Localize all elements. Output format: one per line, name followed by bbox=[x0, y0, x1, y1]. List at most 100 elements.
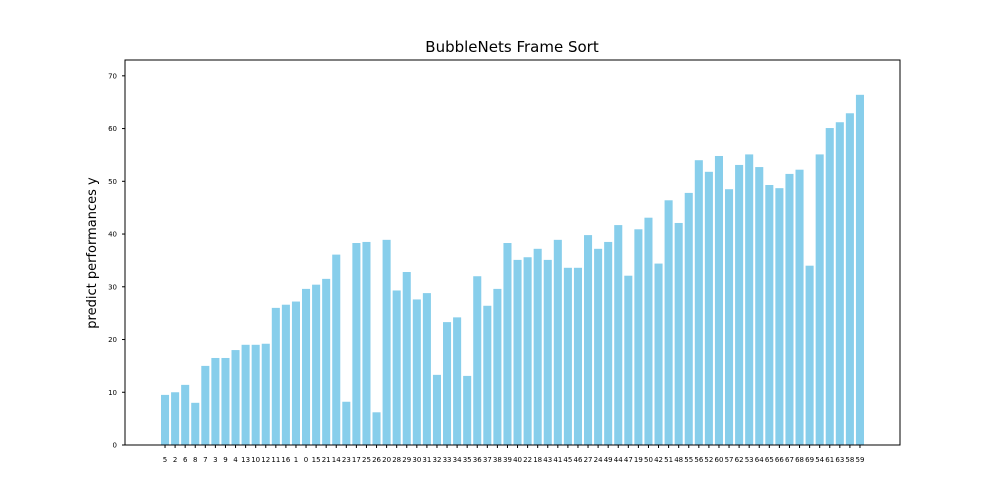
x-tick-label: 14 bbox=[332, 456, 341, 464]
y-tick-label: 60 bbox=[108, 125, 117, 133]
bar-57 bbox=[725, 189, 734, 445]
x-tick-label: 47 bbox=[624, 456, 633, 464]
bar-7 bbox=[201, 365, 210, 445]
x-tick-label: 45 bbox=[563, 456, 572, 464]
y-tick-label: 30 bbox=[108, 283, 117, 291]
x-tick-label: 19 bbox=[634, 456, 643, 464]
x-tick-label: 5 bbox=[163, 456, 167, 464]
bar-37 bbox=[483, 305, 492, 445]
x-tick-label: 15 bbox=[312, 456, 321, 464]
bar-56 bbox=[694, 160, 703, 445]
x-tick-label: 62 bbox=[735, 456, 744, 464]
x-tick-label: 18 bbox=[533, 456, 542, 464]
bar-29 bbox=[402, 272, 411, 445]
bar-27 bbox=[584, 235, 593, 445]
bar-36 bbox=[473, 276, 482, 445]
x-tick-label: 32 bbox=[433, 456, 442, 464]
x-tick-label: 9 bbox=[223, 456, 227, 464]
bar-55 bbox=[684, 192, 693, 445]
x-tick-label: 56 bbox=[694, 456, 703, 464]
bar-68 bbox=[795, 169, 804, 446]
x-tick-label: 12 bbox=[261, 456, 270, 464]
bar-52 bbox=[704, 171, 713, 445]
bar-63 bbox=[835, 122, 844, 445]
bar-17 bbox=[352, 243, 361, 445]
bar-60 bbox=[714, 155, 723, 445]
bar-62 bbox=[735, 164, 744, 445]
bar-12 bbox=[261, 343, 270, 445]
bar-23 bbox=[342, 401, 351, 445]
x-tick-label: 57 bbox=[725, 456, 734, 464]
x-tick-label: 22 bbox=[523, 456, 532, 464]
bar-11 bbox=[271, 307, 280, 445]
y-tick-label: 50 bbox=[108, 178, 117, 186]
bar-30 bbox=[412, 299, 421, 445]
y-axis-label: predict performances y bbox=[85, 177, 100, 329]
x-tick-label: 65 bbox=[765, 456, 774, 464]
x-tick-label: 4 bbox=[233, 456, 238, 464]
x-tick-label: 27 bbox=[584, 456, 593, 464]
x-tick-label: 20 bbox=[382, 456, 391, 464]
bar-49 bbox=[604, 241, 613, 445]
x-tick-label: 36 bbox=[473, 456, 482, 464]
x-ticks-group: 5 2 6 8 7 3 9 4 13 10 12 11 16 1 0 15 21 14 23 17 25 26 20 28 29… bbox=[163, 445, 864, 464]
y-tick-label: 70 bbox=[108, 72, 117, 80]
bar-66 bbox=[775, 188, 784, 445]
x-tick-label: 51 bbox=[664, 456, 673, 464]
bar-40 bbox=[513, 259, 522, 445]
y-ticks-group: 0 10 20 30 40 50 60 70 bbox=[108, 72, 125, 450]
bar-58 bbox=[845, 113, 854, 445]
x-tick-label: 49 bbox=[604, 456, 613, 464]
bar-26 bbox=[372, 412, 381, 445]
bar-67 bbox=[785, 173, 794, 446]
x-tick-label: 1 bbox=[294, 456, 298, 464]
x-tick-label: 11 bbox=[271, 456, 280, 464]
bar-54 bbox=[815, 154, 824, 445]
bar-2 bbox=[171, 392, 180, 445]
x-tick-label: 50 bbox=[644, 456, 653, 464]
bar-18 bbox=[533, 248, 542, 445]
x-tick-label: 43 bbox=[543, 456, 552, 464]
y-tick-label: 20 bbox=[108, 336, 117, 344]
x-tick-label: 17 bbox=[352, 456, 361, 464]
bars-group bbox=[161, 94, 864, 446]
bar-50 bbox=[644, 217, 653, 445]
x-tick-label: 60 bbox=[715, 456, 724, 464]
x-tick-label: 29 bbox=[402, 456, 411, 464]
bar-8 bbox=[191, 402, 200, 445]
x-tick-label: 13 bbox=[241, 456, 250, 464]
bar-69 bbox=[805, 265, 814, 445]
x-tick-label: 37 bbox=[483, 456, 492, 464]
bar-3 bbox=[211, 357, 220, 445]
x-tick-label: 58 bbox=[845, 456, 854, 464]
chart-title: BubbleNets Frame Sort bbox=[425, 38, 599, 56]
x-tick-label: 44 bbox=[614, 456, 623, 464]
x-tick-label: 53 bbox=[745, 456, 754, 464]
x-tick-label: 30 bbox=[412, 456, 421, 464]
bar-10 bbox=[251, 344, 260, 445]
x-tick-label: 35 bbox=[463, 456, 472, 464]
bar-41 bbox=[553, 239, 562, 445]
bar-16 bbox=[281, 304, 290, 445]
y-tick-label: 40 bbox=[108, 231, 117, 239]
x-tick-label: 10 bbox=[251, 456, 260, 464]
x-tick-label: 46 bbox=[574, 456, 583, 464]
x-tick-label: 8 bbox=[193, 456, 197, 464]
x-tick-label: 68 bbox=[795, 456, 804, 464]
bar-5 bbox=[161, 394, 170, 445]
x-tick-label: 54 bbox=[815, 456, 824, 464]
bar-53 bbox=[745, 154, 754, 445]
bar-61 bbox=[825, 128, 834, 445]
bar-33 bbox=[443, 322, 452, 445]
x-tick-label: 38 bbox=[493, 456, 502, 464]
bar-64 bbox=[755, 167, 764, 445]
y-tick-label: 0 bbox=[113, 442, 117, 450]
x-tick-label: 31 bbox=[422, 456, 431, 464]
x-tick-label: 67 bbox=[785, 456, 794, 464]
bar-44 bbox=[614, 225, 623, 445]
x-tick-label: 7 bbox=[203, 456, 207, 464]
bar-20 bbox=[382, 239, 391, 445]
x-tick-label: 61 bbox=[825, 456, 834, 464]
bar-28 bbox=[392, 290, 401, 445]
bar-32 bbox=[432, 374, 441, 445]
